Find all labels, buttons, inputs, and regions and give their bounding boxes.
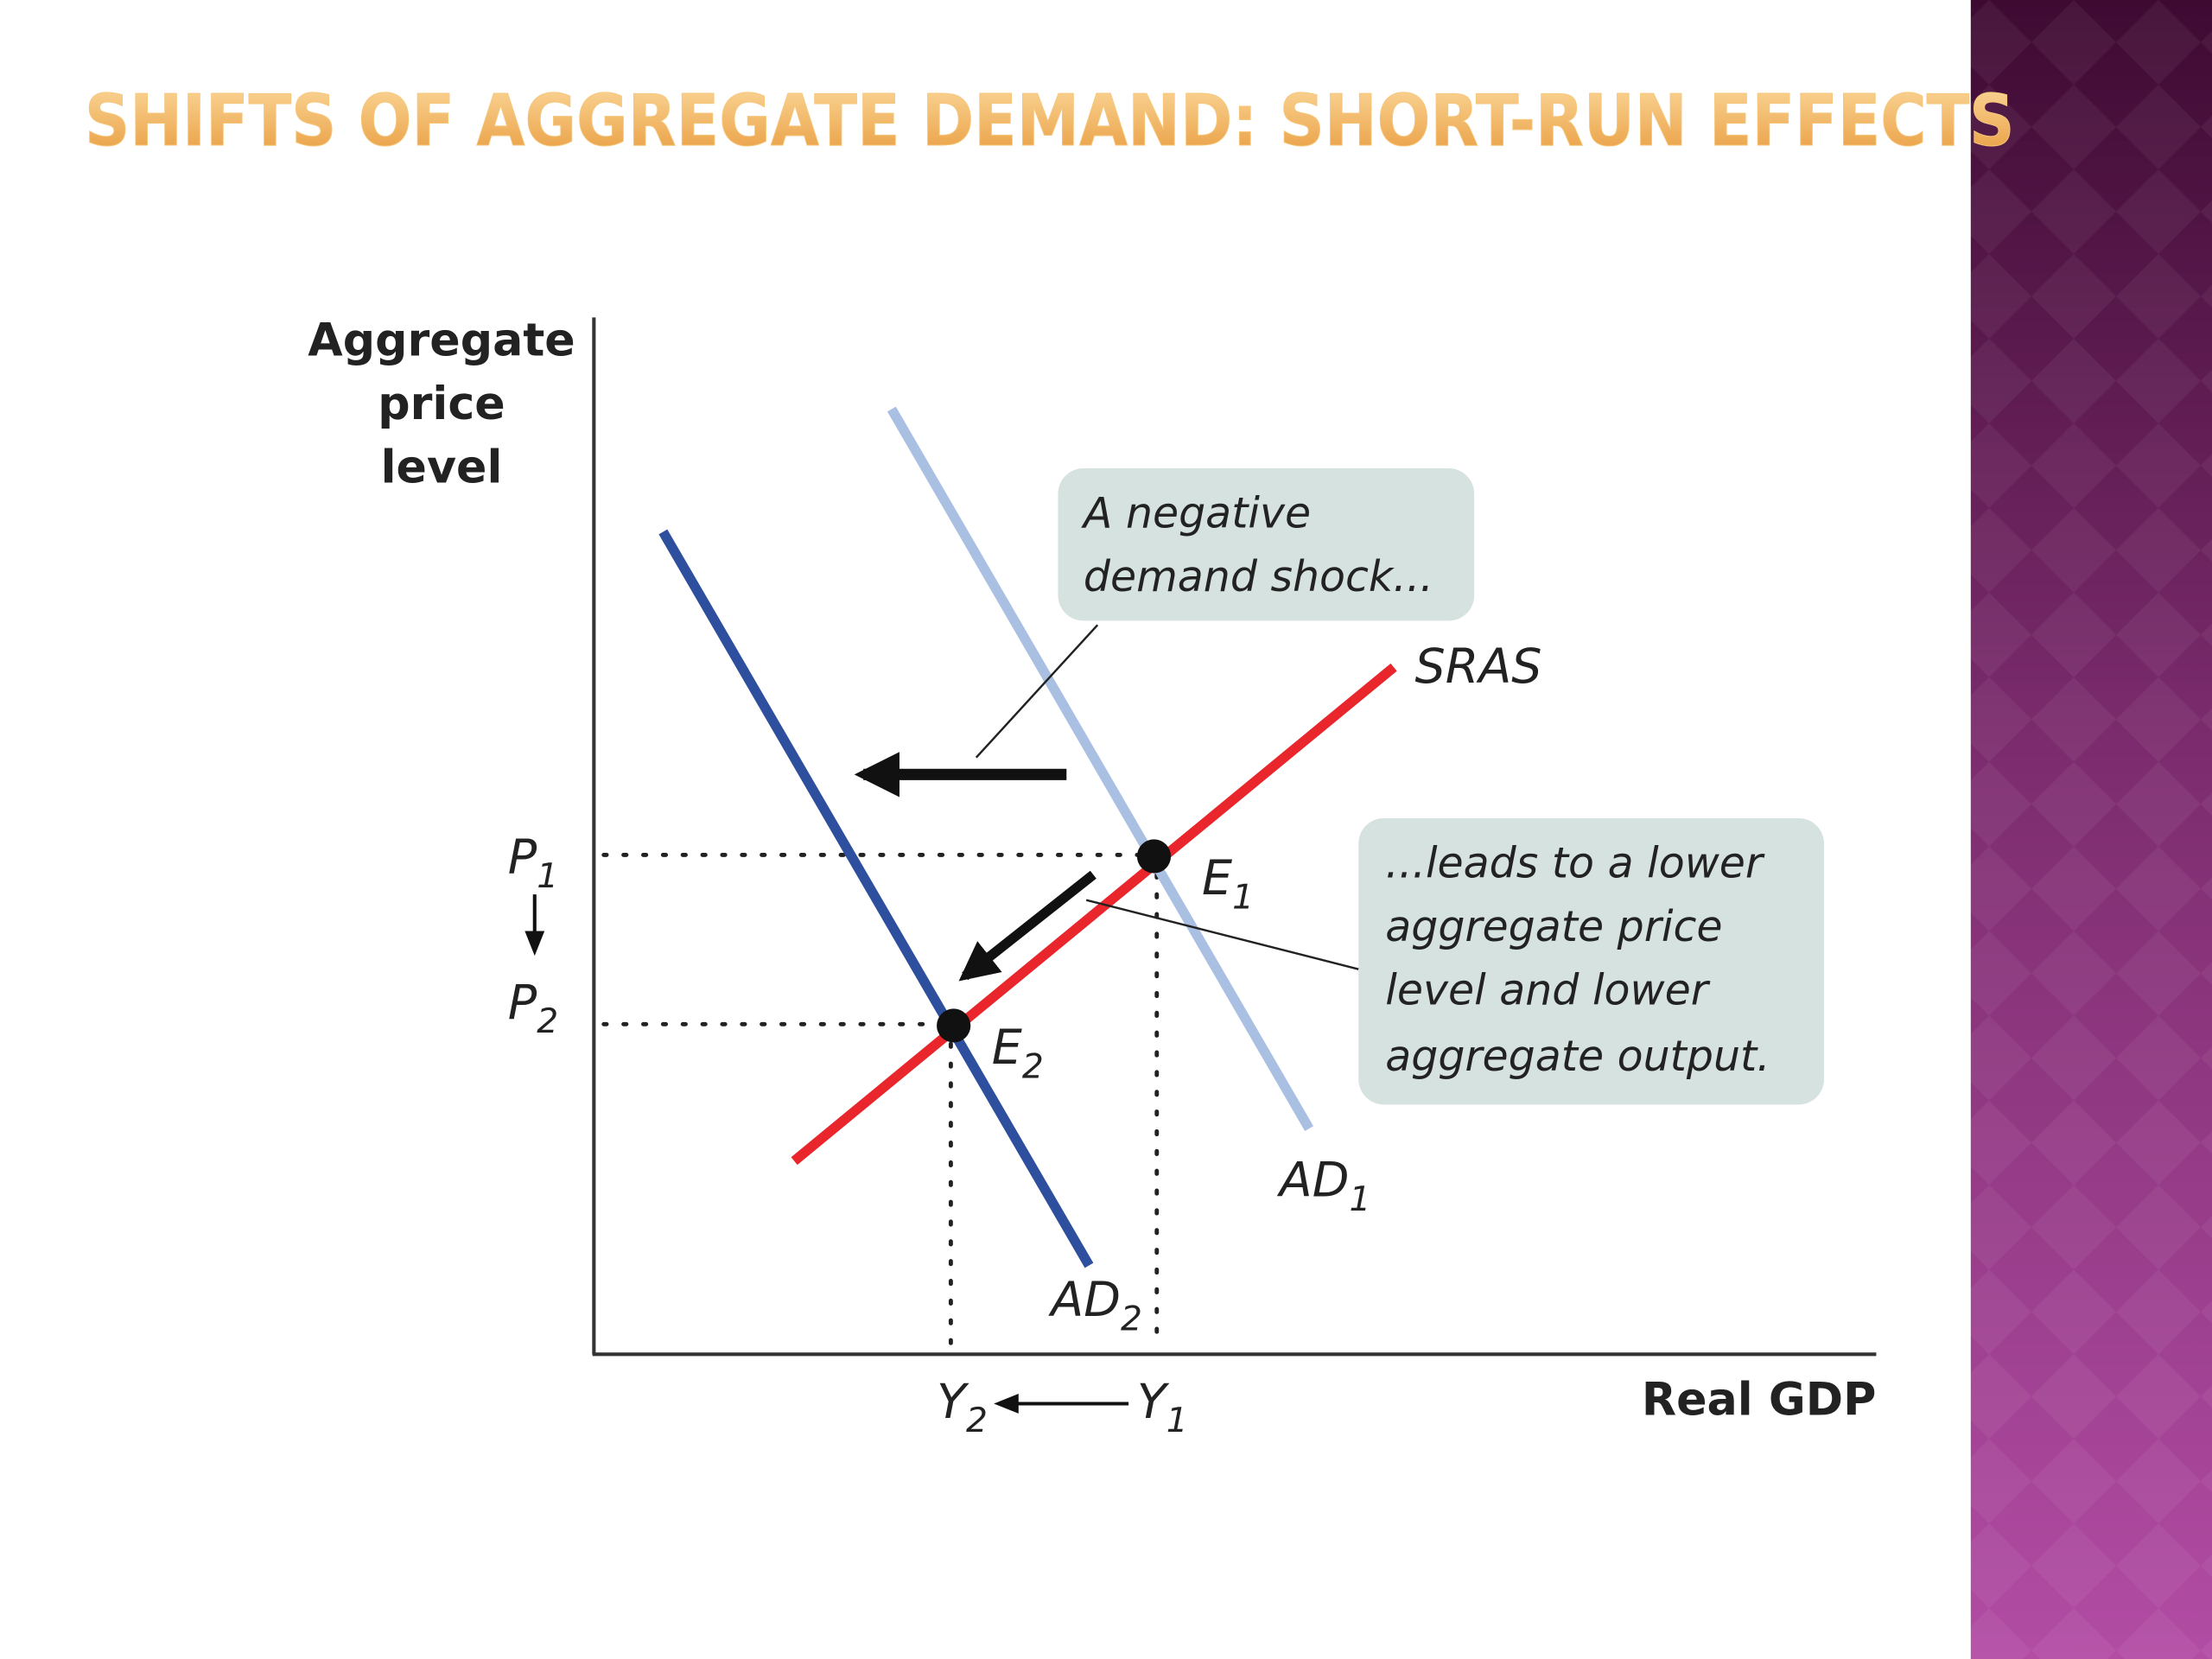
label-sub: 1: [1350, 1180, 1371, 1219]
x-axis-label: Real GDP: [1642, 1375, 1877, 1427]
p2-label: P2: [508, 975, 558, 1041]
callout-text: level and lower: [1385, 965, 1710, 1014]
y1-label: Y1: [1137, 1374, 1188, 1440]
ad1-curve: [887, 406, 1314, 1131]
label-sub: 1: [537, 857, 558, 896]
label-sub: 2: [1022, 1047, 1044, 1086]
y2-label: Y2: [937, 1374, 988, 1440]
e1-label: E1: [1202, 850, 1254, 917]
y-axis-label: level: [381, 442, 503, 493]
label-base: E: [1202, 850, 1232, 906]
slide-title: SHIFTS OF AGGREGATE DEMAND: SHORT-RUN EF…: [85, 80, 2014, 162]
label-base: Y: [1137, 1374, 1170, 1430]
label-base: Y: [937, 1374, 969, 1430]
side-pattern: [1970, 0, 2212, 1659]
sras-curve: [791, 663, 1397, 1166]
e2-label: E2: [992, 1020, 1044, 1086]
ad2-curve: [658, 529, 1094, 1268]
label-sub: 1: [1232, 878, 1254, 917]
callout-text: demand shock...: [1084, 552, 1433, 601]
sras-label: SRAS: [1415, 639, 1542, 695]
callout-text: aggregate price: [1385, 902, 1722, 951]
label-sub: 2: [966, 1402, 988, 1440]
label-base: AD: [1048, 1272, 1121, 1328]
leader-line: [975, 624, 1099, 759]
label-sub: 2: [537, 1002, 558, 1041]
equilibrium-point: [937, 1008, 971, 1043]
y-axis-label: price: [378, 378, 505, 430]
callout-box: [1358, 817, 1825, 1105]
callout-text: ...leads to a lower: [1385, 839, 1765, 888]
p1-label: P1: [508, 830, 558, 896]
label-sub: 2: [1121, 1300, 1142, 1339]
callout-box: [1058, 468, 1475, 621]
label-base: P: [508, 830, 537, 886]
callout-text: aggregate output.: [1385, 1032, 1770, 1081]
movement-arrow: [958, 870, 1096, 982]
y-axis-label: Aggregate: [308, 315, 575, 366]
label-base: P: [508, 975, 537, 1031]
label-sub: 1: [1166, 1402, 1188, 1440]
label-base: AD: [1277, 1152, 1350, 1208]
label-base: E: [992, 1020, 1022, 1076]
ad2-label: AD2: [1048, 1272, 1142, 1338]
equilibrium-point: [1136, 839, 1172, 874]
ad1-label: AD1: [1277, 1152, 1371, 1218]
leader-line: [1085, 899, 1359, 970]
callout-text: A negative: [1081, 489, 1311, 538]
